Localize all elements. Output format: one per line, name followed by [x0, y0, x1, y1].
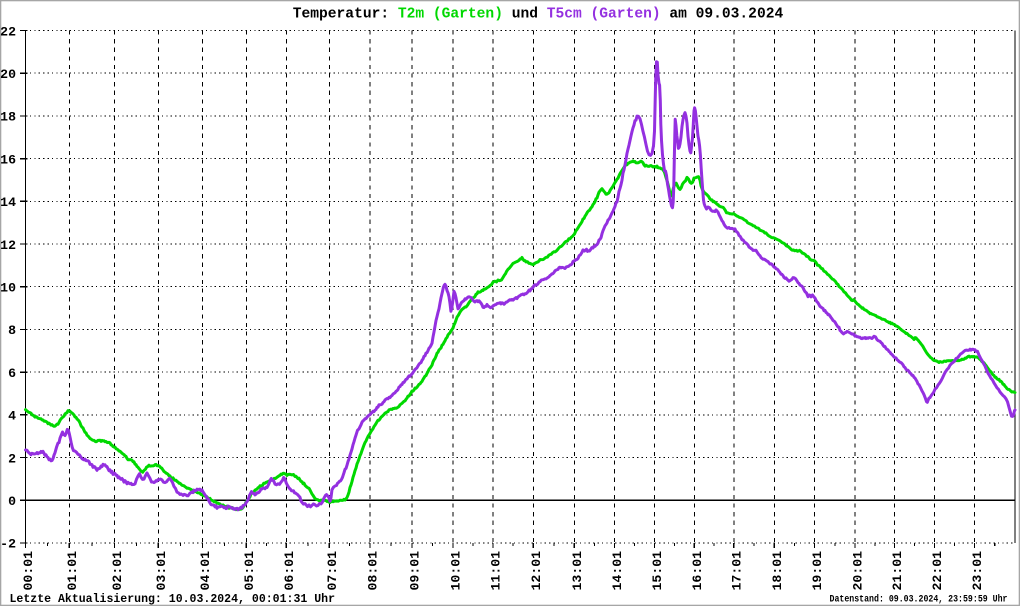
svg-text:-2: -2: [0, 537, 16, 552]
svg-text:05:01: 05:01: [242, 551, 257, 591]
svg-text:19:01: 19:01: [810, 551, 825, 591]
svg-text:Temperatur: T2m (Garten) und T: Temperatur: T2m (Garten) und T5cm (Garte…: [293, 7, 784, 23]
svg-text:03:01: 03:01: [154, 551, 169, 591]
svg-text:0: 0: [8, 494, 16, 509]
svg-text:18: 18: [0, 110, 16, 125]
svg-text:2: 2: [8, 451, 16, 466]
svg-text:00:01: 00:01: [21, 551, 36, 591]
svg-text:21:01: 21:01: [890, 551, 905, 591]
svg-text:12: 12: [0, 238, 16, 253]
svg-text:20: 20: [0, 67, 16, 82]
svg-text:06:01: 06:01: [282, 551, 297, 591]
svg-text:01:01: 01:01: [65, 551, 80, 591]
svg-text:Letzte Aktualisierung: 10.03.2: Letzte Aktualisierung: 10.03.2024, 00:01…: [10, 592, 336, 606]
svg-text:07:01: 07:01: [325, 551, 340, 591]
svg-text:08:01: 08:01: [366, 551, 381, 591]
svg-text:22: 22: [0, 24, 16, 39]
svg-text:6: 6: [8, 366, 16, 381]
svg-text:16: 16: [0, 152, 16, 167]
svg-text:10:01: 10:01: [449, 551, 464, 591]
svg-text:14:01: 14:01: [610, 551, 625, 591]
svg-text:12:01: 12:01: [529, 551, 544, 591]
svg-text:13:01: 13:01: [570, 551, 585, 591]
svg-text:22:01: 22:01: [930, 551, 945, 591]
svg-text:15:01: 15:01: [650, 551, 665, 591]
svg-text:10: 10: [0, 281, 16, 296]
svg-text:18:01: 18:01: [770, 551, 785, 591]
svg-text:04:01: 04:01: [198, 551, 213, 591]
svg-text:8: 8: [8, 323, 16, 338]
svg-text:Datenstand: 09.03.2024, 23:59:: Datenstand: 09.03.2024, 23:59:59 Uhr: [830, 594, 1008, 606]
svg-text:11:01: 11:01: [489, 551, 504, 591]
svg-text:4: 4: [8, 409, 16, 424]
svg-text:14: 14: [0, 195, 16, 210]
svg-text:20:01: 20:01: [851, 551, 866, 591]
svg-text:02:01: 02:01: [110, 551, 125, 591]
svg-text:09:01: 09:01: [408, 551, 423, 591]
svg-text:17:01: 17:01: [729, 551, 744, 591]
svg-text:23:01: 23:01: [970, 551, 985, 591]
svg-text:16:01: 16:01: [690, 551, 705, 591]
